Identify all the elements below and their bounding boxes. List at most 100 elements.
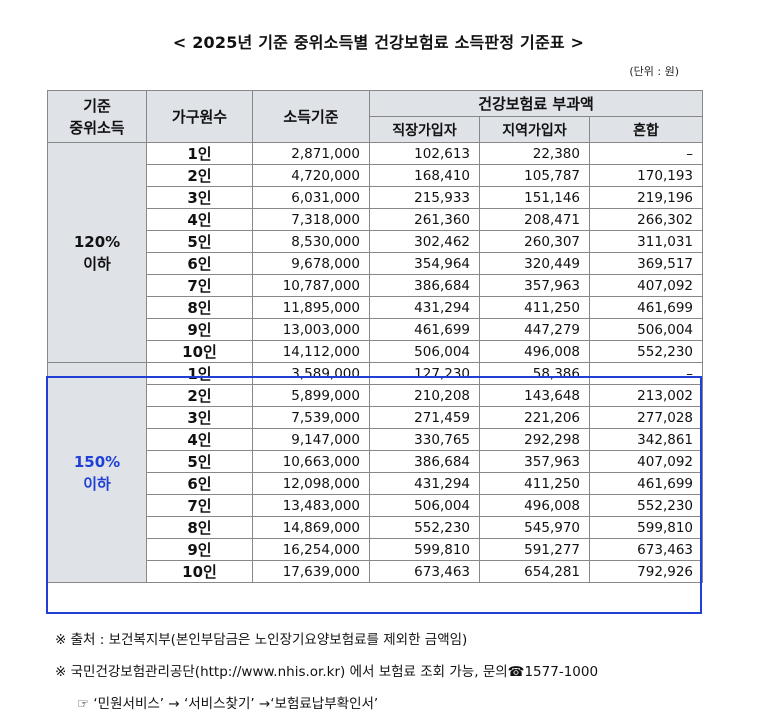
household-size-cell: 7인 bbox=[146, 274, 253, 297]
income-cell: 17,639,000 bbox=[252, 560, 370, 583]
workplace-cell: 127,230 bbox=[369, 362, 480, 385]
table-row: 10인 14,112,000 506,004 496,008 552,230 bbox=[48, 340, 703, 363]
table-row: 120% 이하 1인 2,871,000 102,613 22,380– bbox=[47, 142, 703, 363]
table-row: 10인 17,639,000 673,463 654,281 792,926 bbox=[48, 560, 703, 583]
income-cell: 3,589,000 bbox=[252, 362, 370, 385]
household-size-cell: 10인 bbox=[146, 560, 253, 583]
mixed-cell: 311,031 bbox=[589, 230, 703, 253]
regional-cell: 545,970 bbox=[479, 516, 590, 539]
workplace-cell: 210,208 bbox=[369, 384, 480, 407]
household-size-cell: 10인 bbox=[146, 340, 253, 363]
workplace-cell: 215,933 bbox=[369, 186, 480, 209]
mixed-cell: 673,463 bbox=[589, 538, 703, 561]
table-row: 5인 10,663,000 386,684 357,963 407,092 bbox=[48, 450, 703, 473]
mixed-cell: – bbox=[589, 362, 703, 385]
household-size-cell: 3인 bbox=[146, 186, 253, 209]
table-row: 7인 10,787,000 386,684 357,963 407,092 bbox=[48, 274, 703, 297]
income-cell: 10,787,000 bbox=[252, 274, 370, 297]
table-row: 2인 5,899,000 210,208 143,648 213,002 bbox=[48, 384, 703, 407]
mixed-cell: 552,230 bbox=[589, 494, 703, 517]
household-size-cell: 8인 bbox=[146, 296, 253, 319]
income-cell: 11,895,000 bbox=[252, 296, 370, 319]
household-size-cell: 4인 bbox=[146, 428, 253, 451]
mixed-cell: 213,002 bbox=[589, 384, 703, 407]
income-cell: 8,530,000 bbox=[252, 230, 370, 253]
workplace-cell: 599,810 bbox=[369, 538, 480, 561]
income-cell: 7,318,000 bbox=[252, 208, 370, 231]
group-label: 120% 이하 bbox=[47, 142, 147, 363]
regional-cell: 105,787 bbox=[479, 164, 590, 187]
workplace-cell: 261,360 bbox=[369, 208, 480, 231]
household-size-cell: 8인 bbox=[146, 516, 253, 539]
table-row: 4인 9,147,000 330,765 292,298 342,861 bbox=[48, 428, 703, 451]
header-premium-group: 건강보험료 부과액 bbox=[369, 90, 703, 117]
note-path: ☞ ‘민원서비스’ → ‘서비스찾기’ →‘보험료납부확인서’ bbox=[77, 696, 379, 712]
regional-cell: 320,449 bbox=[479, 252, 590, 275]
mixed-cell: 219,196 bbox=[589, 186, 703, 209]
header-workplace: 직장가입자 bbox=[369, 116, 480, 143]
mixed-cell: 461,699 bbox=[589, 296, 703, 319]
regional-cell: 496,008 bbox=[479, 340, 590, 363]
household-size-cell: 6인 bbox=[146, 472, 253, 495]
regional-cell: 58,386 bbox=[479, 362, 590, 385]
mixed-cell: 369,517 bbox=[589, 252, 703, 275]
income-cell: 14,112,000 bbox=[252, 340, 370, 363]
table-row: 9인 16,254,000 599,810 591,277 673,463 bbox=[48, 538, 703, 561]
household-size-cell: 1인 bbox=[146, 142, 253, 165]
regional-cell: 151,146 bbox=[479, 186, 590, 209]
household-size-cell: 2인 bbox=[146, 384, 253, 407]
income-cell: 12,098,000 bbox=[252, 472, 370, 495]
table-row: 8인 14,869,000 552,230 545,970 599,810 bbox=[48, 516, 703, 539]
mixed-cell: 461,699 bbox=[589, 472, 703, 495]
workplace-cell: 431,294 bbox=[369, 472, 480, 495]
table-row: 7인 13,483,000 506,004 496,008 552,230 bbox=[48, 494, 703, 517]
header-income-standard: 소득기준 bbox=[252, 90, 370, 143]
income-premium-table: 기준 중위소득 가구원수 소득기준 건강보험료 부과액 직장가입자 지역가입자 … bbox=[47, 90, 703, 583]
header-median-income: 기준 중위소득 bbox=[47, 90, 147, 143]
table-row: 8인 11,895,000 431,294 411,250 461,699 bbox=[48, 296, 703, 319]
workplace-cell: 386,684 bbox=[369, 274, 480, 297]
income-cell: 9,147,000 bbox=[252, 428, 370, 451]
workplace-cell: 330,765 bbox=[369, 428, 480, 451]
mixed-cell: 599,810 bbox=[589, 516, 703, 539]
workplace-cell: 673,463 bbox=[369, 560, 480, 583]
table-body: 120% 이하 1인 2,871,000 102,613 22,380–2인 4,720,… bbox=[47, 142, 703, 583]
regional-cell: 292,298 bbox=[479, 428, 590, 451]
income-cell: 9,678,000 bbox=[252, 252, 370, 275]
workplace-cell: 431,294 bbox=[369, 296, 480, 319]
regional-cell: 208,471 bbox=[479, 208, 590, 231]
regional-cell: 143,648 bbox=[479, 384, 590, 407]
workplace-cell: 271,459 bbox=[369, 406, 480, 429]
page-title: < 2025년 기준 중위소득별 건강보험료 소득판정 기준표 > bbox=[172, 33, 585, 52]
table-row: 6인 9,678,000 354,964 320,449 369,517 bbox=[48, 252, 703, 275]
table-row: 6인 12,098,000 431,294 411,250 461,699 bbox=[48, 472, 703, 495]
table-row: 4인 7,318,000 261,360 208,471 266,302 bbox=[48, 208, 703, 231]
workplace-cell: 506,004 bbox=[369, 340, 480, 363]
workplace-cell: 386,684 bbox=[369, 450, 480, 473]
table-row: 5인 8,530,000 302,462 260,307 311,031 bbox=[48, 230, 703, 253]
mixed-cell: 552,230 bbox=[589, 340, 703, 363]
income-cell: 10,663,000 bbox=[252, 450, 370, 473]
household-size-cell: 7인 bbox=[146, 494, 253, 517]
regional-cell: 357,963 bbox=[479, 450, 590, 473]
mixed-cell: 792,926 bbox=[589, 560, 703, 583]
regional-cell: 221,206 bbox=[479, 406, 590, 429]
mixed-cell: 506,004 bbox=[589, 318, 703, 341]
group-label: 150% 이하 bbox=[47, 362, 147, 583]
workplace-cell: 552,230 bbox=[369, 516, 480, 539]
unit-label: (단위 : 원) bbox=[629, 65, 679, 78]
income-cell: 13,003,000 bbox=[252, 318, 370, 341]
header-household-size: 가구원수 bbox=[146, 90, 253, 143]
header-regional: 지역가입자 bbox=[479, 116, 590, 143]
mixed-cell: 407,092 bbox=[589, 450, 703, 473]
mixed-cell: 277,028 bbox=[589, 406, 703, 429]
table-row: 9인 13,003,000 461,699 447,279 506,004 bbox=[48, 318, 703, 341]
household-size-cell: 3인 bbox=[146, 406, 253, 429]
table-row: 2인 4,720,000 168,410 105,787 170,193 bbox=[48, 164, 703, 187]
regional-cell: 496,008 bbox=[479, 494, 590, 517]
note-source: ※ 출처 : 보건복지부(본인부담금은 노인장기요양보험료를 제외한 금액임) bbox=[55, 632, 468, 648]
regional-cell: 411,250 bbox=[479, 296, 590, 319]
regional-cell: 22,380 bbox=[479, 142, 590, 165]
income-cell: 2,871,000 bbox=[252, 142, 370, 165]
household-size-cell: 9인 bbox=[146, 538, 253, 561]
